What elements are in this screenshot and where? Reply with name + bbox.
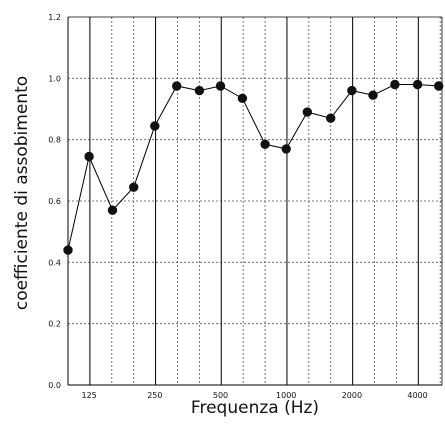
- data-point: [281, 144, 291, 154]
- data-point: [390, 79, 400, 90]
- x-tick-labels: 125 250 500 1000 2000 4000: [82, 391, 428, 400]
- y-tick-label: 1.0: [48, 74, 61, 83]
- y-tick-label: 0.2: [48, 320, 61, 329]
- data-point: [215, 81, 226, 91]
- series-line: [67, 84, 439, 251]
- data-point: [63, 245, 73, 255]
- data-point: [194, 85, 205, 96]
- x-tick-label: 250: [147, 391, 162, 400]
- series-absorption: [63, 79, 444, 255]
- data-point: [150, 121, 160, 131]
- data-point: [260, 139, 270, 150]
- data-point: [172, 81, 182, 91]
- x-axis-title: Frequenza (Hz): [190, 398, 320, 418]
- x-tick-label: 125: [82, 391, 97, 400]
- x-tick-label: 2000: [342, 391, 362, 400]
- data-point: [129, 182, 139, 192]
- data-point: [347, 85, 357, 96]
- data-point: [412, 79, 423, 90]
- data-point: [368, 90, 378, 100]
- data-point: [302, 107, 312, 117]
- plot-frame: [67, 16, 443, 386]
- y-tick-label: 0.8: [48, 136, 61, 145]
- grid-layer: [68, 17, 442, 385]
- y-tick-labels: 0.0 0.2 0.4 0.6 0.8 1.0 1.2: [48, 13, 61, 390]
- x-tick-label: 1000: [276, 391, 296, 400]
- data-point: [434, 81, 444, 91]
- data-point: [107, 205, 118, 215]
- data-point: [84, 151, 94, 162]
- y-tick-label: 0.6: [48, 197, 61, 206]
- x-tick-label: 500: [213, 391, 228, 400]
- y-tick-label: 0.0: [48, 381, 61, 390]
- y-tick-label: 1.2: [48, 13, 61, 22]
- data-point: [237, 93, 248, 104]
- data-point: [326, 113, 336, 123]
- x-tick-label: 4000: [407, 391, 427, 400]
- y-tick-label: 0.4: [48, 258, 61, 267]
